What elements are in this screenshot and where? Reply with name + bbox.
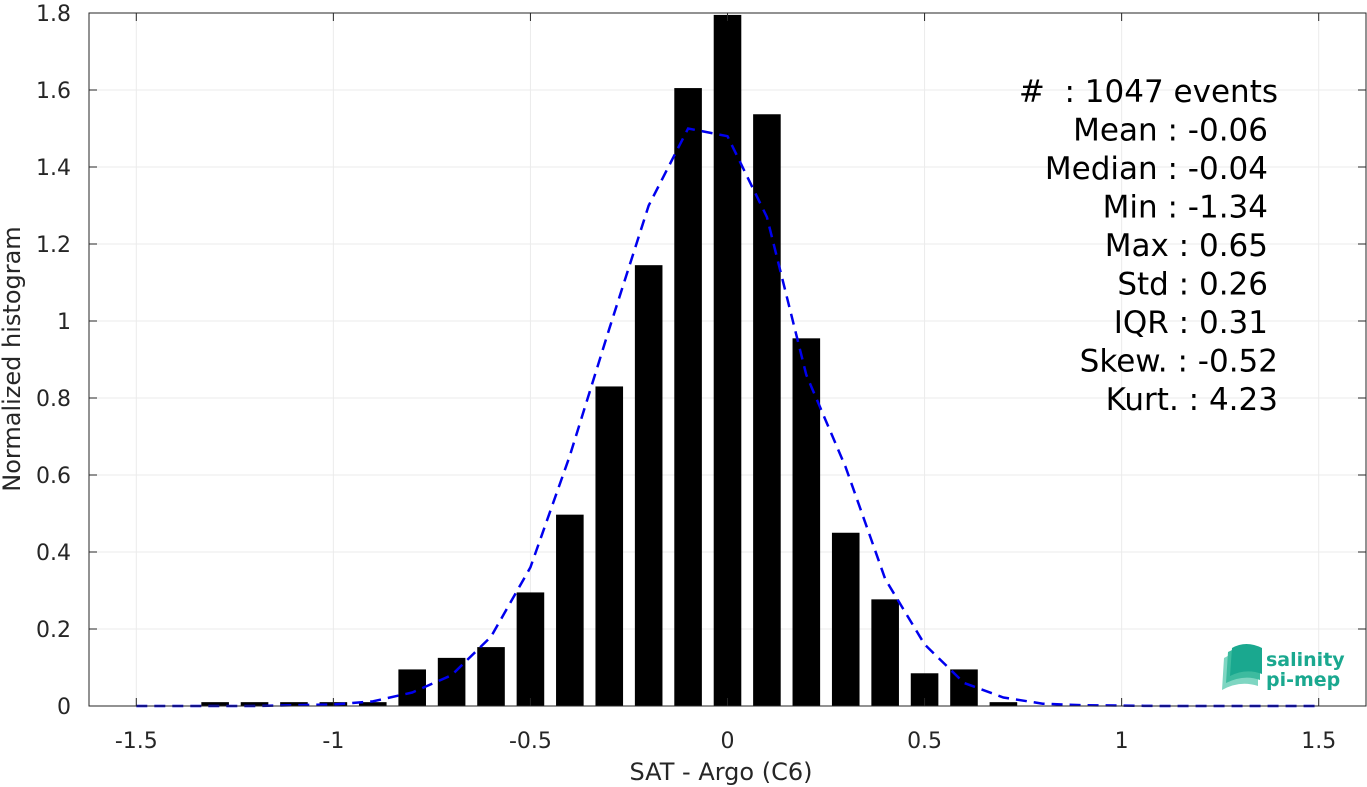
bars [201,14,1018,707]
logo-icon [1222,644,1262,690]
ticks [89,12,1366,707]
x-tick-label: -1.5 [115,729,158,754]
histogram-bar [831,532,860,706]
y-tick-labels: 0 0.2 0.4 0.6 0.8 1 1.2 1.4 1.6 1.8 [36,2,71,720]
histogram-bar [240,702,269,706]
x-tick-label: -1 [322,729,344,754]
stats-line: IQR : 0.31 [1114,305,1268,341]
y-tick-label: 1.2 [36,233,71,258]
stats-line: Max : 0.65 [1105,228,1268,264]
stats-line: Median : -0.04 [1045,151,1268,187]
histogram-bar [713,14,742,707]
stats-line: # : 1047 events [1019,74,1278,110]
histogram-bar [280,702,308,706]
stats-line: Min : -1.34 [1103,190,1268,226]
histogram-bar [398,669,426,706]
stats-line: Mean : -0.06 [1073,113,1268,149]
y-tick-label: 0.8 [36,387,71,412]
x-axis-label: SAT - Argo (C6) [630,758,813,786]
y-tick-label: 1 [57,310,71,335]
stats-line: Std : 0.26 [1117,267,1268,303]
histogram-bar [477,647,505,706]
x-tick-label: 1 [1115,729,1129,754]
histogram-bar [871,599,899,706]
x-tick-label: 1.5 [1301,729,1336,754]
x-tick-label: -0.5 [509,729,552,754]
histogram-bar [792,338,821,706]
x-tick-label: 0 [721,729,735,754]
stats-line: Skew. : -0.52 [1080,344,1278,380]
histogram-bar [674,88,702,706]
stats-line: Kurt. : 4.23 [1106,382,1278,418]
x-tick-labels: -1.5 -1 -0.5 0 0.5 1 1.5 [115,729,1336,754]
y-tick-label: 1.6 [36,79,71,104]
fit-curve [136,127,1319,708]
x-tick-label: 0.5 [907,729,942,754]
histogram-bar [753,114,781,706]
histogram-bar [595,386,624,706]
histogram-bar [989,702,1018,706]
y-axis-label: Normalized histogram [0,226,26,491]
y-tick-label: 0.4 [36,541,71,566]
y-tick-label: 1.4 [36,156,71,181]
y-tick-label: 0.2 [36,618,71,643]
histogram-bar [358,702,387,706]
y-tick-label: 1.8 [36,2,71,27]
histogram-bar [516,592,545,706]
histogram-bar [201,702,229,706]
histogram-bar [634,265,663,706]
logo-line-2: pi-mep [1266,669,1340,691]
y-tick-label: 0.6 [36,464,71,489]
logo-line-1: salinity [1266,649,1345,671]
y-tick-label: 0 [57,695,71,720]
salinity-pi-mep-logo: salinity pi-mep [1222,644,1345,691]
histogram-bar [556,514,584,706]
